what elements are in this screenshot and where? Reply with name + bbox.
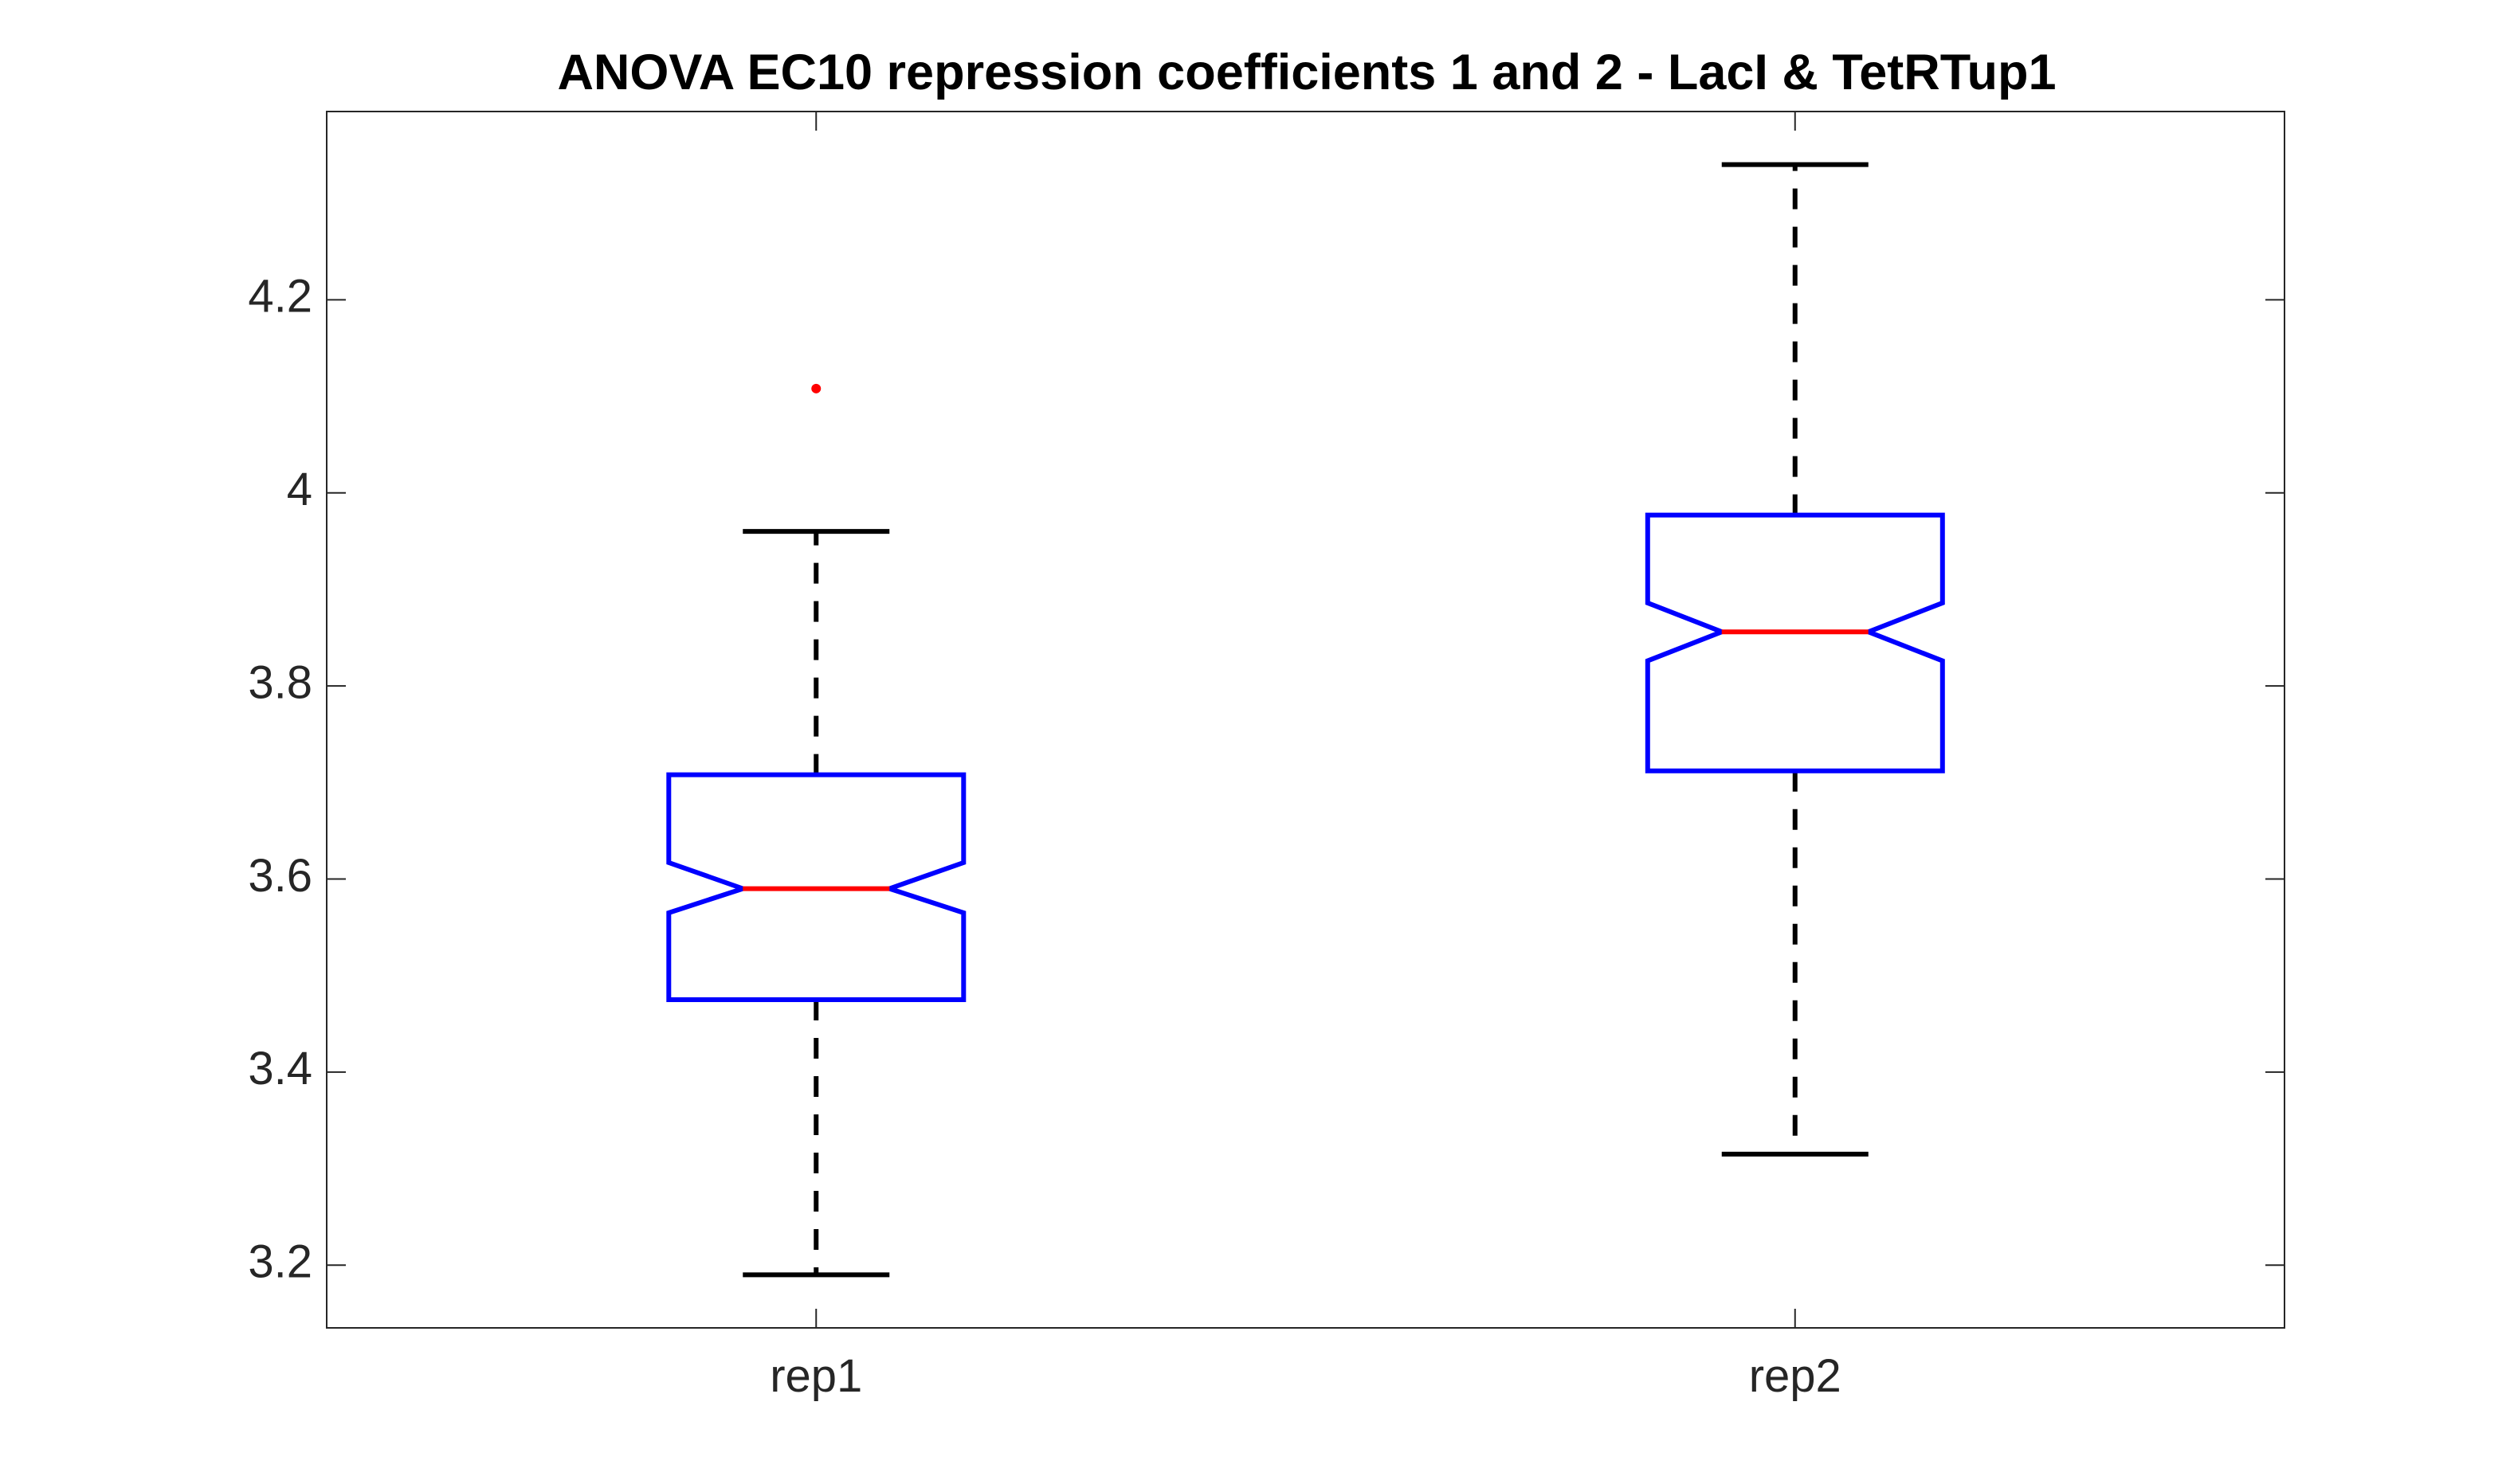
- y-tick-label: 3.2: [248, 1236, 312, 1288]
- plot-area-frame: [326, 111, 2285, 1329]
- x-axis: rep1 rep2: [770, 112, 1841, 1402]
- notched-box: [1645, 512, 1945, 773]
- y-tick-label: 3.8: [248, 656, 312, 708]
- outlier-point: [811, 383, 822, 394]
- box-groups: [666, 162, 1945, 1278]
- y-tick-label: 4: [287, 464, 312, 515]
- box-rep2: [1645, 162, 1945, 1157]
- x-tick-label: rep2: [1749, 1350, 1841, 1402]
- x-tick-label: rep1: [770, 1350, 862, 1402]
- box-rep1: [666, 383, 967, 1278]
- y-tick-label: 4.2: [248, 271, 312, 323]
- y-axis: 3.2 3.4 3.6 3.8 4 4.2: [248, 271, 2284, 1288]
- chart-title: ANOVA EC10 repression coefficients 1 and…: [557, 45, 2056, 100]
- y-tick-label: 3.4: [248, 1043, 312, 1094]
- y-tick-label: 3.6: [248, 850, 312, 902]
